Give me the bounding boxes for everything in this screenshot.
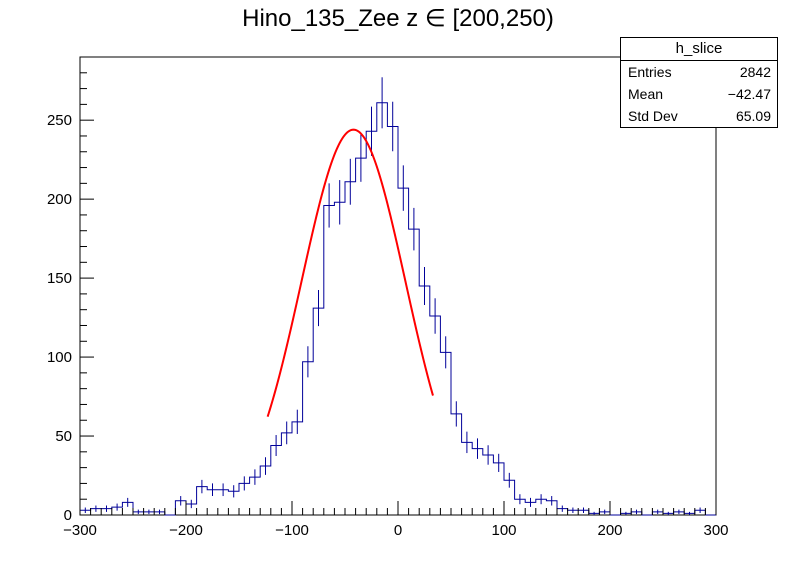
stats-value-stddev: 65.09: [735, 108, 771, 124]
stats-label-mean: Mean: [628, 86, 664, 102]
stats-box-title: h_slice: [621, 38, 777, 61]
y-tick-label: 50: [55, 428, 72, 445]
y-tick-label: 200: [47, 191, 72, 208]
x-tick-label: −100: [275, 522, 309, 539]
x-tick-label: −300: [63, 522, 97, 539]
stats-row-mean: Mean −42.47: [621, 83, 777, 105]
stats-row-entries: Entries 2842: [621, 61, 777, 83]
fit-curve: [266, 128, 434, 418]
chart-title: Hino_135_Zee z ∈ [200,250): [242, 5, 554, 32]
y-tick-label: 100: [47, 349, 72, 366]
stats-label-stddev: Std Dev: [628, 108, 678, 124]
stats-row-stddev: Std Dev 65.09: [621, 105, 777, 127]
stats-value-entries: 2842: [739, 64, 771, 80]
x-tick-label: 0: [394, 522, 402, 539]
x-tick-label: 100: [491, 522, 516, 539]
x-tick-label: 200: [597, 522, 622, 539]
histogram-outline: [79, 102, 716, 516]
stats-label-entries: Entries: [628, 64, 672, 80]
y-tick-label: 150: [47, 270, 72, 287]
y-tick-label: 250: [47, 112, 72, 129]
x-tick-label: 300: [703, 522, 728, 539]
y-tick-label: 0: [64, 507, 72, 524]
x-tick-label: −200: [169, 522, 203, 539]
stats-box: h_slice Entries 2842 Mean −42.47 Std Dev…: [620, 37, 778, 128]
stats-value-mean: −42.47: [727, 86, 771, 102]
